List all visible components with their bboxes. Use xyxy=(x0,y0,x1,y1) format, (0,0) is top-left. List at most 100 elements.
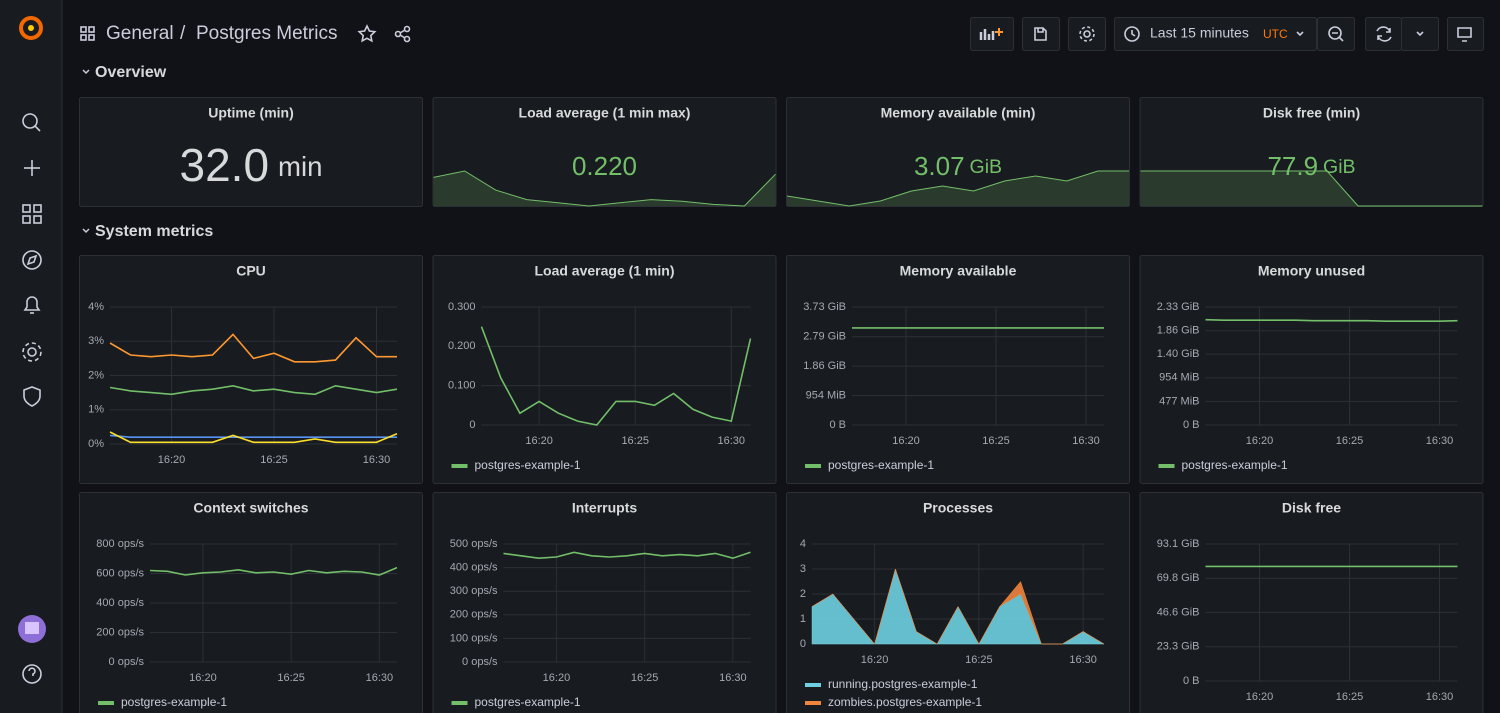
explore-icon[interactable] xyxy=(22,250,42,270)
x-tick-label: 16:25 xyxy=(277,672,305,684)
panel-title: Memory unused xyxy=(1258,263,1365,279)
y-tick-label: 0 xyxy=(800,638,806,650)
panel-background xyxy=(79,97,423,207)
legend-swatch xyxy=(1158,464,1175,468)
panel: Interrupts 0 ops/s 100 ops/s 200 ops/s 300 o… xyxy=(432,492,777,713)
panel-title: Memory available (min) xyxy=(881,105,1036,121)
panel-title: Disk free xyxy=(1282,500,1341,516)
x-tick-label: 16:25 xyxy=(631,672,659,684)
y-tick-label: 4% xyxy=(88,301,104,313)
x-tick-label: 16:20 xyxy=(1246,691,1274,703)
y-tick-label: 1.40 GiB xyxy=(1157,348,1200,360)
series-line xyxy=(503,551,751,560)
clock-icon xyxy=(1124,26,1140,42)
series-line xyxy=(480,326,752,426)
panel-background xyxy=(432,492,777,713)
y-tick-label: 200 ops/s xyxy=(450,609,498,621)
config-icon[interactable] xyxy=(22,342,42,362)
stat-value: 3.07 GiB xyxy=(914,151,1002,181)
stat-number: 0.220 xyxy=(572,151,637,181)
toolbar: Last 15 minutes UTC xyxy=(970,17,1484,51)
legend-label: zombies.postgres-example-1 xyxy=(828,695,982,709)
y-tick-label: 2 xyxy=(800,588,806,600)
add-panel-icon xyxy=(979,29,995,40)
y-tick-label: 954 MiB xyxy=(1159,372,1199,384)
legend-label: postgres-example-1 xyxy=(475,695,581,709)
x-tick-label: 16:30 xyxy=(366,672,394,684)
panel-background xyxy=(1139,97,1484,207)
help-icon[interactable] xyxy=(22,664,42,684)
x-tick-label: 16:25 xyxy=(621,435,649,447)
breadcrumb-folder[interactable]: General xyxy=(106,23,174,44)
legend-swatch xyxy=(805,683,821,687)
y-tick-label: 1% xyxy=(88,404,104,416)
legend-swatch xyxy=(451,464,468,468)
y-tick-label: 0 ops/s xyxy=(109,656,145,668)
grafana-logo[interactable] xyxy=(19,16,43,40)
series-line xyxy=(109,434,397,438)
y-tick-label: 600 ops/s xyxy=(96,567,144,579)
y-tick-label: 477 MiB xyxy=(1159,395,1199,407)
y-tick-label: 954 MiB xyxy=(806,389,846,401)
row-title: Overview xyxy=(95,64,167,81)
timezone: UTC xyxy=(1263,27,1288,41)
panel: CPU 0% 1% 2% 3% 4% 16:20 16:25 16:30 xyxy=(79,255,423,484)
add-panel-plus xyxy=(995,28,1003,36)
x-tick-label: 16:30 xyxy=(718,435,746,447)
refresh-icon xyxy=(1376,26,1392,42)
x-tick-label: 16:20 xyxy=(543,672,571,684)
x-tick-label: 16:20 xyxy=(1246,435,1274,447)
alerting-icon[interactable] xyxy=(23,296,41,314)
y-tick-label: 0% xyxy=(88,438,104,450)
legend-label: postgres-example-1 xyxy=(121,695,227,709)
x-tick-label: 16:25 xyxy=(982,435,1010,447)
legend-swatch xyxy=(805,464,821,468)
panel-title: Processes xyxy=(923,500,993,516)
zoom-out-icon xyxy=(1328,26,1344,42)
y-tick-label: 93.1 GiB xyxy=(1157,538,1200,550)
series-line xyxy=(149,566,398,576)
refresh-chevron xyxy=(1416,31,1424,37)
time-picker-chevron xyxy=(1296,31,1304,37)
y-tick-label: 400 ops/s xyxy=(96,597,144,609)
time-picker[interactable] xyxy=(1114,17,1317,51)
panel-background xyxy=(786,492,1130,713)
panel-background xyxy=(786,97,1130,207)
sparkline xyxy=(786,170,1129,207)
shield-icon[interactable] xyxy=(23,386,41,407)
stat-number: 3.07 xyxy=(914,151,965,181)
panel: Load average (1 min) 0 0.100 0.200 0.300 16:2… xyxy=(432,255,777,484)
star-icon[interactable] xyxy=(357,24,377,43)
search-icon[interactable] xyxy=(22,113,41,132)
share-icon[interactable] xyxy=(394,25,411,43)
panel-title: Memory available xyxy=(900,263,1017,279)
x-tick-label: 16:25 xyxy=(1336,435,1364,447)
tv-mode-button[interactable] xyxy=(1447,17,1484,51)
settings-icon xyxy=(1079,26,1095,42)
y-tick-label: 300 ops/s xyxy=(450,585,498,597)
panel-background xyxy=(1139,492,1484,713)
legend-swatch xyxy=(451,701,468,705)
refresh-button[interactable] xyxy=(1365,17,1402,51)
zoom-out-button[interactable] xyxy=(1317,17,1355,51)
time-range: Last 15 minutes xyxy=(1150,25,1249,41)
stat-number: 77.9 xyxy=(1267,151,1318,181)
dashboard-title[interactable]: Postgres Metrics xyxy=(196,23,337,44)
dashboards-icon[interactable] xyxy=(22,204,42,224)
panel-title: Context switches xyxy=(193,500,308,516)
settings-button[interactable] xyxy=(1068,17,1106,51)
series-area xyxy=(811,568,1105,645)
panel: Disk free (min) 77.9 GiB xyxy=(1139,97,1484,207)
avatar[interactable] xyxy=(18,615,46,643)
sidebar-icons xyxy=(22,113,42,684)
create-icon[interactable] xyxy=(24,160,40,176)
y-tick-label: 0 B xyxy=(829,419,846,431)
stat-value: 32.0 min xyxy=(180,139,323,191)
panel: Memory unused 0 B 477 MiB 954 MiB 1.40 GiB 1.… xyxy=(1139,255,1484,484)
y-tick-label: 100 ops/s xyxy=(450,632,498,644)
save-button[interactable] xyxy=(1022,17,1060,51)
save-icon xyxy=(1034,27,1047,41)
panel-title: CPU xyxy=(236,263,266,279)
y-tick-label: 1.86 GiB xyxy=(803,360,846,372)
y-tick-label: 4 xyxy=(800,538,806,550)
